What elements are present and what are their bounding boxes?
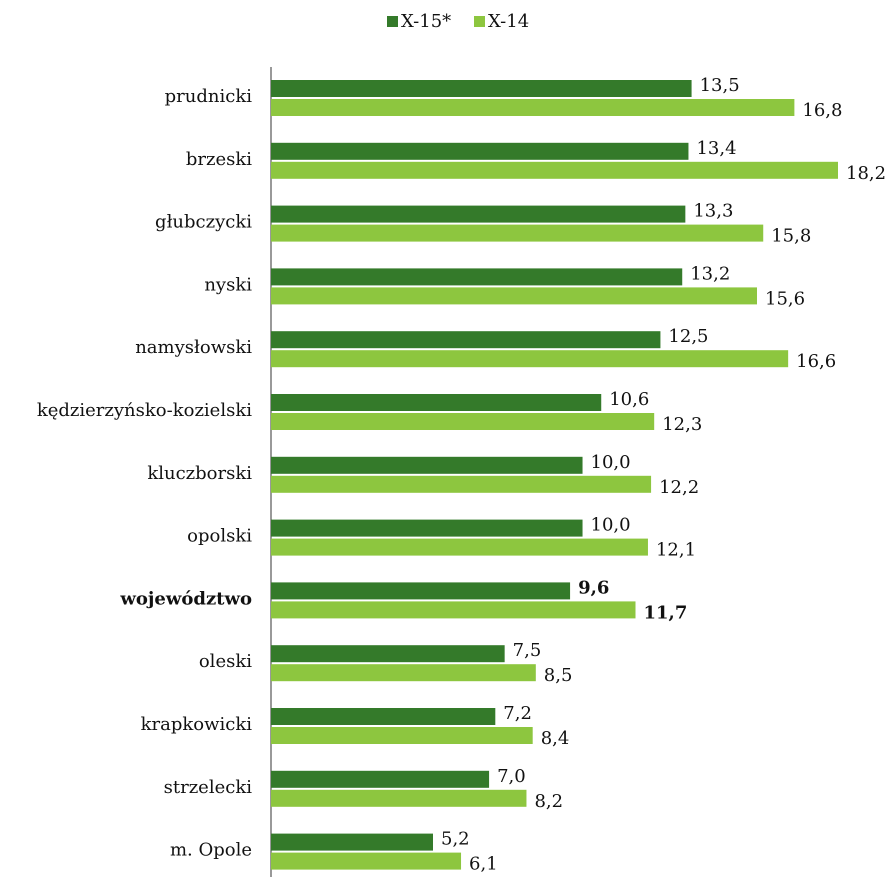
bar — [271, 456, 583, 474]
bar — [271, 350, 789, 368]
value-label: 10,0 — [591, 515, 631, 536]
value-label: 13,2 — [690, 263, 730, 284]
category-label: prudnicki — [165, 86, 253, 107]
value-label: 12,3 — [662, 414, 702, 435]
category-label: oleski — [199, 651, 252, 672]
value-label: 13,3 — [693, 201, 733, 222]
bar — [271, 287, 757, 305]
value-label: 7,2 — [503, 703, 532, 724]
value-label: 5,2 — [441, 829, 470, 850]
bar — [271, 789, 527, 807]
value-label: 15,6 — [765, 288, 805, 309]
category-label: brzeski — [186, 149, 252, 170]
category-label: głubczycki — [155, 212, 252, 233]
bar — [271, 80, 692, 97]
category-label: kędzierzyńsko-kozielski — [37, 400, 252, 421]
legend-swatch — [387, 16, 398, 27]
category-label: strzelecki — [164, 777, 253, 798]
value-label: 9,6 — [578, 577, 609, 598]
bar — [271, 394, 602, 411]
category-label: m. Opole — [170, 840, 252, 861]
bar — [271, 645, 505, 663]
value-label: 16,8 — [802, 100, 842, 121]
value-label: 7,0 — [497, 766, 526, 787]
value-label: 7,5 — [513, 640, 542, 661]
category-label: kluczborski — [147, 463, 252, 484]
bar — [271, 833, 433, 851]
bar — [271, 99, 795, 116]
value-label: 12,5 — [668, 326, 708, 347]
value-label: 10,6 — [609, 389, 649, 410]
value-label: 8,5 — [544, 665, 573, 686]
value-label: 12,1 — [656, 540, 696, 561]
value-label: 10,0 — [591, 452, 631, 473]
category-label: województwo — [119, 588, 252, 609]
value-label: 13,5 — [700, 75, 740, 96]
bar — [271, 770, 490, 788]
legend-label: X-14 — [488, 11, 529, 32]
bar — [271, 161, 838, 179]
bar — [271, 582, 571, 600]
bar — [271, 413, 655, 430]
category-label: namysłowski — [135, 337, 252, 358]
bar — [271, 142, 689, 160]
bar — [271, 538, 648, 556]
bar — [271, 601, 636, 619]
bar — [271, 475, 652, 493]
value-label: 6,1 — [469, 854, 498, 875]
category-label: nyski — [204, 274, 252, 295]
value-label: 11,7 — [644, 602, 688, 623]
bar — [271, 205, 686, 223]
bar — [271, 664, 536, 682]
value-label: 18,2 — [846, 163, 886, 184]
bar — [271, 727, 533, 744]
legend-swatch — [474, 16, 485, 27]
value-label: 13,4 — [696, 138, 736, 159]
category-label: opolski — [187, 526, 252, 547]
legend-label: X-15* — [401, 11, 451, 32]
category-label: krapkowicki — [141, 714, 253, 735]
value-label: 12,2 — [659, 477, 699, 498]
value-label: 8,2 — [534, 791, 563, 812]
bar — [271, 224, 764, 242]
bar — [271, 708, 496, 725]
value-label: 8,4 — [541, 728, 570, 749]
value-label: 16,6 — [796, 351, 836, 372]
value-label: 15,8 — [771, 226, 811, 247]
bar — [271, 519, 583, 537]
bar — [271, 331, 661, 349]
bar — [271, 268, 683, 286]
bar — [271, 852, 462, 870]
